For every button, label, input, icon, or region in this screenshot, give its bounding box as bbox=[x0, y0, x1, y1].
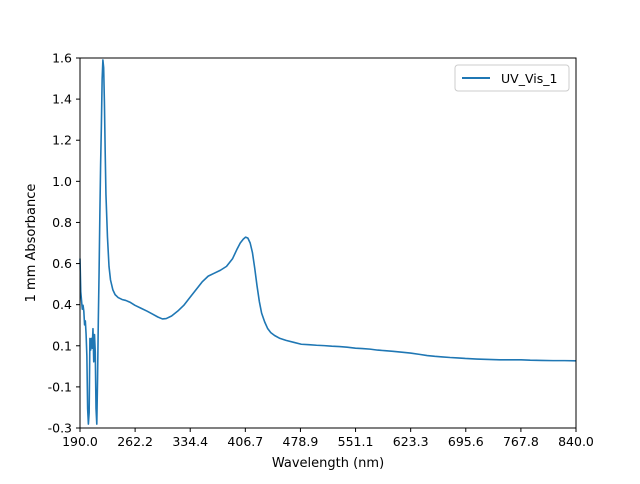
x-tick-label: 695.6 bbox=[448, 434, 484, 449]
x-tick-label: 190.0 bbox=[62, 434, 98, 449]
y-tick-label: 1.2 bbox=[52, 133, 72, 148]
legend-box bbox=[454, 64, 570, 92]
y-tick-label: 1.0 bbox=[52, 174, 72, 189]
x-tick-label: 262.2 bbox=[117, 434, 153, 449]
y-tick-label: 0.6 bbox=[52, 256, 72, 271]
y-tick-label: 1.4 bbox=[52, 92, 72, 107]
x-axis: 190.0 262.2 334.4 406.7 478.9 551.1 623.3 695.6… bbox=[62, 428, 594, 449]
legend-label: UV_Vis_1 bbox=[501, 71, 557, 86]
x-tick-label: 840.0 bbox=[558, 434, 594, 449]
x-tick-label: 767.8 bbox=[503, 434, 539, 449]
y-tick-label: -0.3 bbox=[48, 421, 72, 436]
x-tick-label: 551.1 bbox=[338, 434, 374, 449]
x-tick-label: 334.4 bbox=[172, 434, 208, 449]
x-tick-label: 623.3 bbox=[393, 434, 429, 449]
y-tick-label: -0.1 bbox=[48, 379, 72, 394]
y-tick-label: 0.4 bbox=[52, 297, 72, 312]
y-axis-label: 1 mm Absorbance bbox=[24, 184, 39, 303]
x-tick-label: 406.7 bbox=[227, 434, 263, 449]
series-line-0 bbox=[79, 59, 577, 425]
plot-area bbox=[79, 59, 577, 425]
x-tick-label: 478.9 bbox=[283, 434, 319, 449]
y-axis: -0.3 -0.1 0.1 0.4 0.6 0.8 1.0 1.2 1.4 1.6 bbox=[48, 51, 80, 436]
axes-frame bbox=[79, 57, 577, 429]
x-axis-label: Wavelength (nm) bbox=[272, 456, 384, 471]
legend: UV_Vis_1 bbox=[454, 64, 570, 92]
y-tick-label: 0.1 bbox=[52, 338, 72, 353]
y-tick-label: 1.6 bbox=[52, 51, 72, 66]
y-tick-label: 0.8 bbox=[52, 215, 72, 230]
